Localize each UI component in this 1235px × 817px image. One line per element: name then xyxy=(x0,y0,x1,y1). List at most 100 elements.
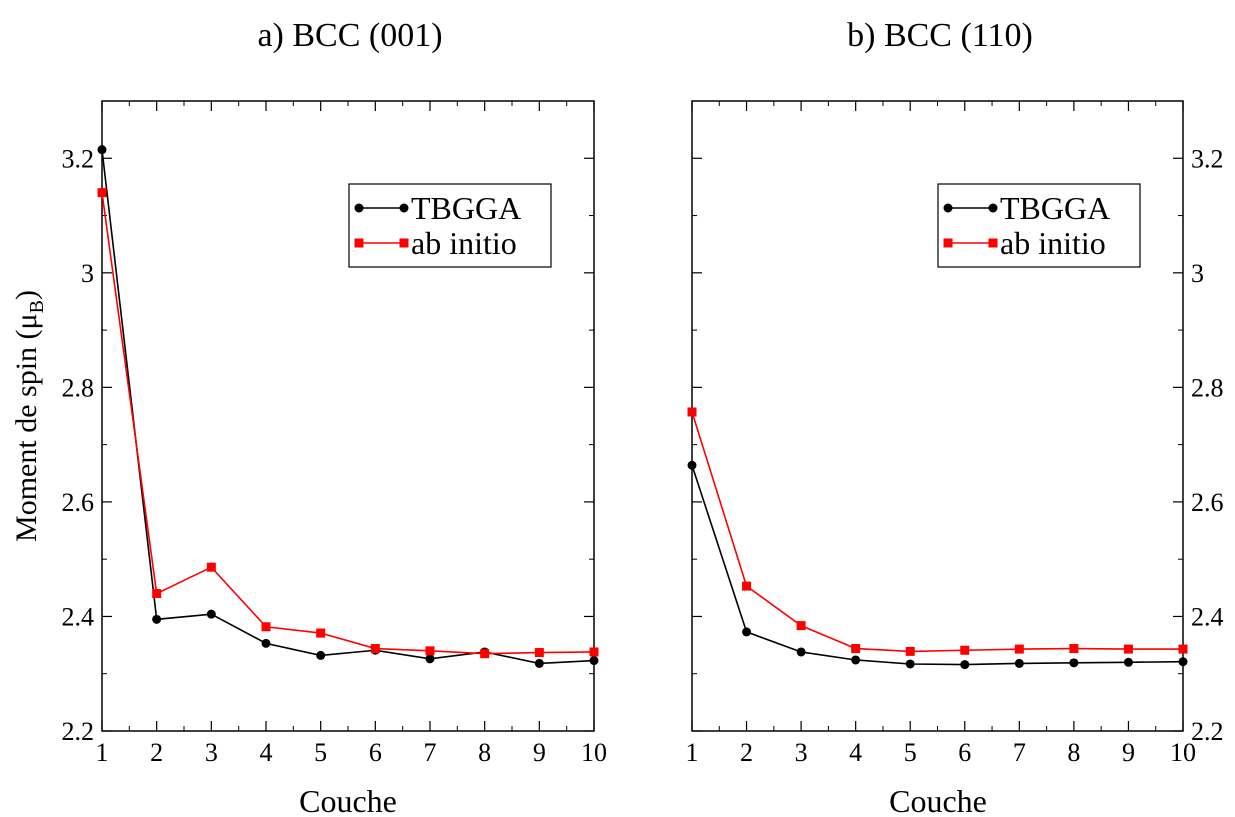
legend-marker xyxy=(943,203,953,213)
x-tick-label: 5 xyxy=(904,738,917,767)
legend-label: ab initio xyxy=(411,225,517,261)
legend-entry: ab initio xyxy=(943,225,1106,261)
x-tick-label: 4 xyxy=(260,738,273,767)
data-point xyxy=(425,646,435,656)
x-axis-label: Couche xyxy=(299,783,397,817)
data-point xyxy=(1178,657,1188,667)
data-point xyxy=(1014,644,1024,654)
data-point xyxy=(851,655,861,665)
y-tick-label: 2.8 xyxy=(62,373,95,402)
chart-title: b) BCC (110) xyxy=(847,17,1033,54)
legend-marker xyxy=(354,203,364,213)
y-tick-label: 3.2 xyxy=(62,144,95,173)
data-point xyxy=(97,188,107,198)
series-line xyxy=(691,411,1183,653)
y-tick-label: 2.4 xyxy=(62,602,95,631)
x-axis-label: Couche xyxy=(889,783,987,817)
legend-marker xyxy=(988,238,998,248)
x-tick-label: 2 xyxy=(150,738,163,767)
x-tick-label: 6 xyxy=(958,738,971,767)
legend-entry: ab initio xyxy=(354,225,517,261)
x-tick-label: 7 xyxy=(1013,738,1026,767)
data-point xyxy=(905,659,915,669)
x-tick-label: 9 xyxy=(533,738,546,767)
data-point xyxy=(851,644,861,654)
data-point xyxy=(687,460,697,470)
series-ab-initio xyxy=(97,188,599,659)
legend-marker xyxy=(399,203,409,213)
legend-marker xyxy=(354,238,364,248)
y-tick-label: 3 xyxy=(81,259,94,288)
series-line xyxy=(101,149,595,665)
y-tick-label: 2.6 xyxy=(62,488,95,517)
y-tick-label: 2.2 xyxy=(1191,717,1224,746)
x-tick-label: 4 xyxy=(849,738,862,767)
data-point xyxy=(425,654,435,664)
data-point xyxy=(534,658,544,668)
data-point xyxy=(316,628,326,638)
data-point xyxy=(1123,644,1133,654)
y-axis-label-main: Moment de spin (μ xyxy=(10,313,43,542)
data-point xyxy=(97,145,107,155)
data-point xyxy=(206,609,216,619)
data-point xyxy=(742,581,752,591)
data-point xyxy=(1069,644,1079,654)
data-point xyxy=(261,638,271,648)
y-axis-label-subscript: B xyxy=(26,300,48,313)
x-tick-label: 1 xyxy=(96,738,109,767)
data-point xyxy=(480,649,490,659)
data-point xyxy=(261,622,271,632)
x-tick-label: 8 xyxy=(478,738,491,767)
legend-label: ab initio xyxy=(1000,225,1106,261)
x-tick-label: 10 xyxy=(1170,738,1196,767)
data-point xyxy=(905,646,915,656)
legend-label: TBGGA xyxy=(411,190,521,226)
legend-marker xyxy=(988,203,998,213)
x-tick-label: 3 xyxy=(795,738,808,767)
data-point xyxy=(1178,644,1188,654)
data-point xyxy=(152,589,162,599)
y-tick-label: 2.2 xyxy=(62,717,95,746)
x-tick-label: 10 xyxy=(581,738,607,767)
legend-label: TBGGA xyxy=(1000,190,1110,226)
data-point xyxy=(742,627,752,637)
series-ab-initio xyxy=(687,407,1188,656)
data-point xyxy=(1123,657,1133,667)
data-point xyxy=(152,614,162,624)
legend-entry: TBGGA xyxy=(943,190,1110,226)
data-point xyxy=(687,407,697,417)
data-point xyxy=(534,648,544,658)
x-tick-label: 2 xyxy=(740,738,753,767)
data-point xyxy=(589,647,599,657)
chart-panel-1: a) BCC (001) 1 2 3 4 5 6 7 8 9 10 2.2 2.4 2.6 2.8 3 3.2 C… xyxy=(10,17,607,817)
legend-box xyxy=(348,183,552,268)
data-point xyxy=(370,644,380,654)
data-point xyxy=(206,562,216,572)
y-axis-label: Moment de spin (μB) xyxy=(10,290,48,542)
x-tick-label: 9 xyxy=(1122,738,1135,767)
data-point xyxy=(796,621,806,631)
legend-marker xyxy=(943,238,953,248)
series-tbgga xyxy=(687,460,1188,670)
data-point xyxy=(1069,658,1079,668)
data-point xyxy=(1014,658,1024,668)
data-point xyxy=(960,660,970,670)
legend-marker xyxy=(399,238,409,248)
x-tick-label: 3 xyxy=(205,738,218,767)
series-line xyxy=(691,465,1184,666)
y-tick-label: 3.2 xyxy=(1191,144,1224,173)
y-tick-label: 2.4 xyxy=(1191,602,1224,631)
chart-title: a) BCC (001) xyxy=(257,17,442,54)
series-line xyxy=(101,192,595,655)
x-tick-label: 1 xyxy=(686,738,699,767)
x-tick-label: 5 xyxy=(314,738,327,767)
x-tick-label: 6 xyxy=(369,738,382,767)
x-tick-label: 7 xyxy=(424,738,437,767)
data-point xyxy=(589,656,599,666)
legend-box xyxy=(937,183,1141,268)
x-tick-label: 8 xyxy=(1067,738,1080,767)
y-axis-label-close: ) xyxy=(10,290,43,300)
